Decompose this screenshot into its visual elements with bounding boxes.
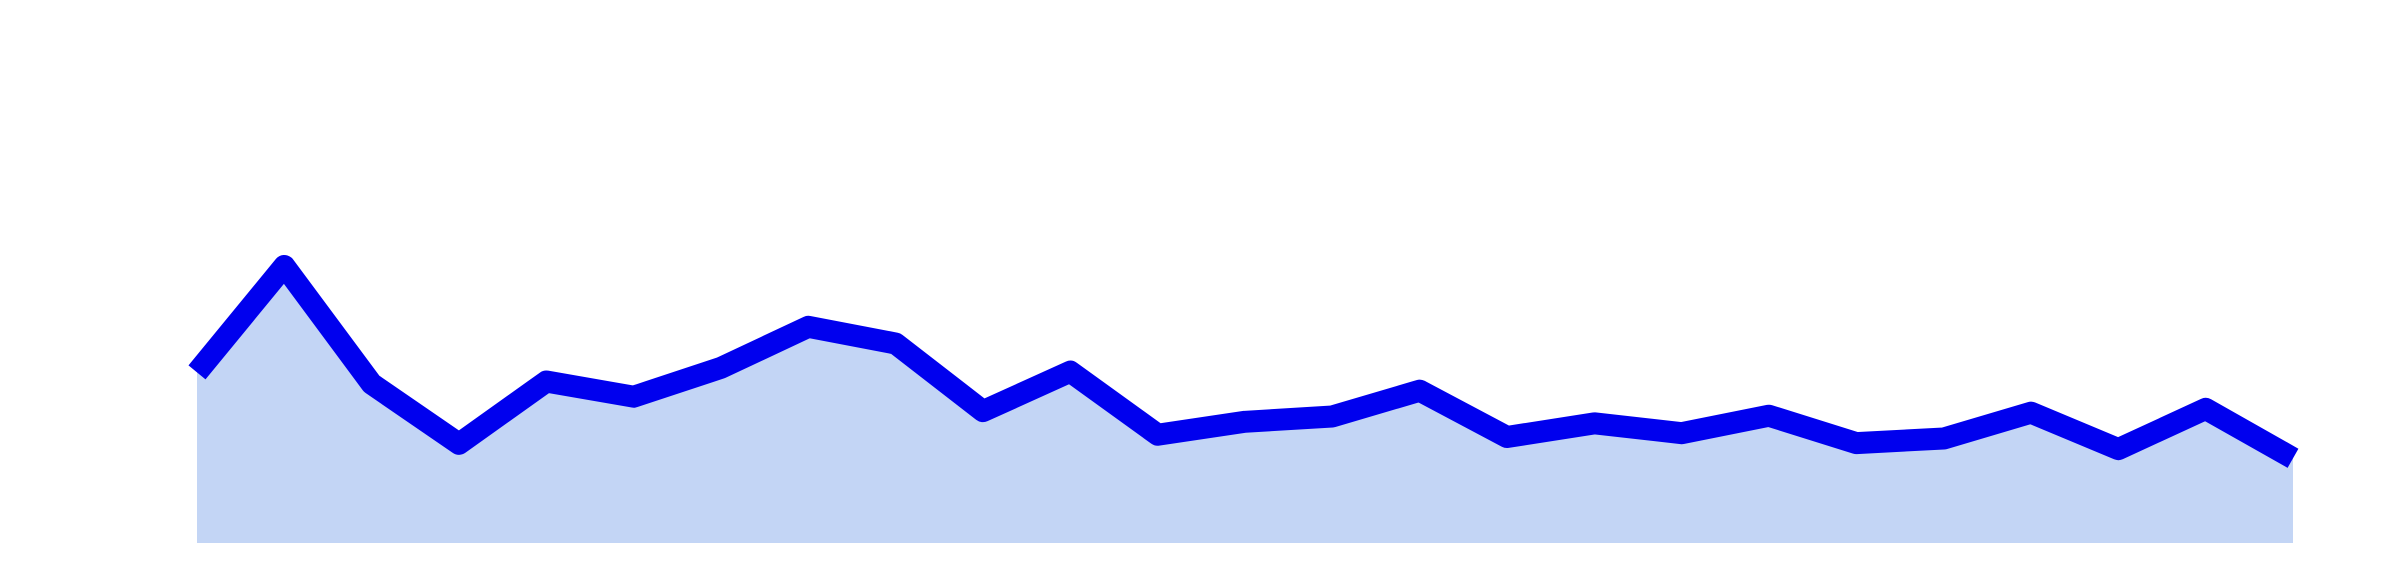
data-point <box>1147 424 1169 446</box>
data-point <box>1496 426 1518 448</box>
data-point <box>448 433 470 455</box>
data-point <box>186 361 208 383</box>
data-point <box>2107 438 2129 460</box>
data-point <box>972 400 994 422</box>
data-point <box>1671 422 1693 444</box>
data-point <box>1234 411 1256 433</box>
data-point <box>710 357 732 379</box>
data-point <box>1059 361 1081 383</box>
data-point <box>1583 412 1605 434</box>
data-point <box>797 316 819 338</box>
data-point <box>885 333 907 355</box>
data-point <box>1933 428 1955 450</box>
data-point <box>1845 432 1867 454</box>
data-point <box>1409 380 1431 402</box>
data-point <box>273 255 295 277</box>
data-point <box>1758 405 1780 427</box>
data-point <box>535 371 557 393</box>
series-area-fill <box>197 266 2293 543</box>
plot-area <box>186 255 2304 543</box>
data-point <box>1321 405 1343 427</box>
data-point <box>2020 402 2042 424</box>
data-point <box>2282 447 2304 469</box>
series-line <box>188 255 2299 468</box>
data-point <box>2195 398 2217 420</box>
data-point <box>361 373 383 395</box>
data-point <box>623 386 645 408</box>
